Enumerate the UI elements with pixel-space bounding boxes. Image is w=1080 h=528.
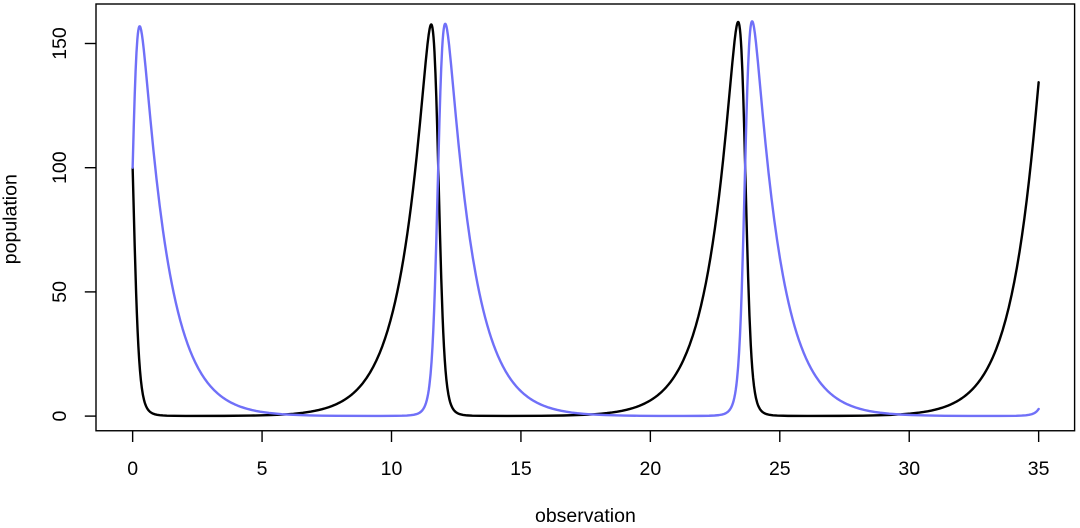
svg-text:25: 25 — [769, 458, 791, 480]
svg-text:50: 50 — [49, 281, 71, 303]
svg-text:30: 30 — [898, 458, 920, 480]
svg-text:0: 0 — [49, 411, 71, 422]
svg-text:0: 0 — [127, 458, 138, 480]
svg-text:20: 20 — [640, 458, 662, 480]
svg-text:15: 15 — [510, 458, 532, 480]
svg-text:5: 5 — [257, 458, 268, 480]
svg-text:observation: observation — [535, 505, 636, 527]
svg-text:population: population — [0, 174, 22, 264]
svg-text:100: 100 — [49, 151, 71, 184]
svg-text:35: 35 — [1028, 458, 1050, 480]
svg-text:150: 150 — [49, 27, 71, 60]
svg-text:10: 10 — [381, 458, 403, 480]
